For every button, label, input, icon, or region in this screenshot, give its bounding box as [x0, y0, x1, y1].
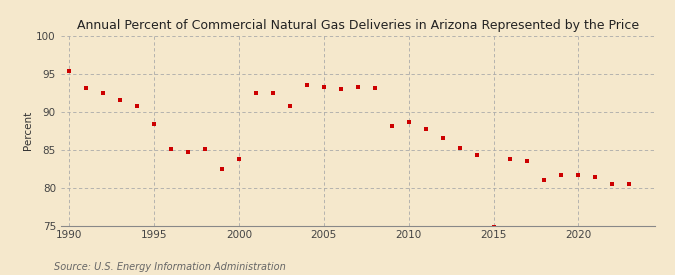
Y-axis label: Percent: Percent — [24, 111, 34, 150]
Text: Source: U.S. Energy Information Administration: Source: U.S. Energy Information Administ… — [54, 262, 286, 271]
Title: Annual Percent of Commercial Natural Gas Deliveries in Arizona Represented by th: Annual Percent of Commercial Natural Gas… — [77, 19, 639, 32]
